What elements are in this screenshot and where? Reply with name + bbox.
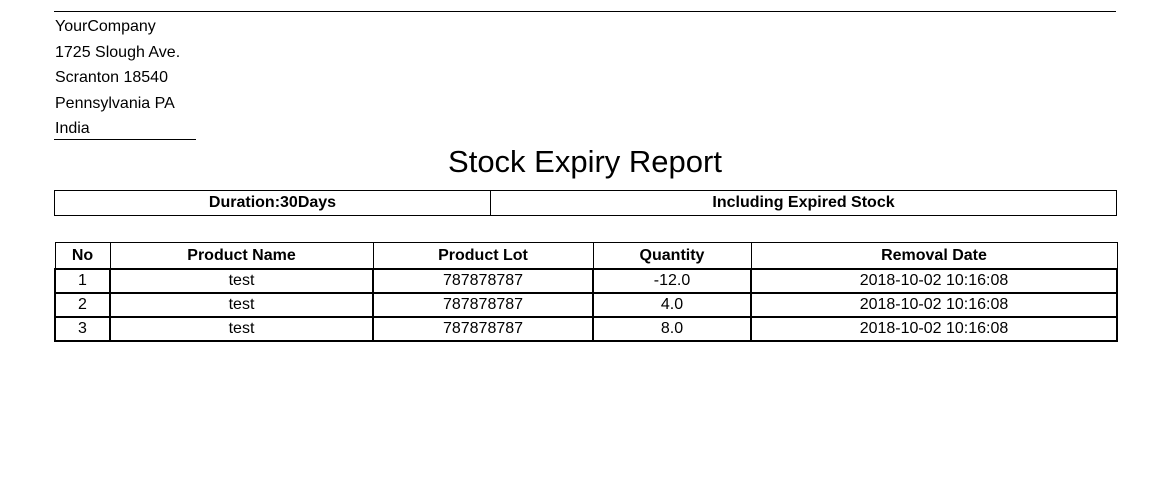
cell-quantity: -12.0 — [592, 268, 752, 294]
cell-quantity: 4.0 — [592, 292, 752, 318]
cell-no: 1 — [54, 268, 111, 294]
company-street: 1725 Slough Ave. — [55, 43, 181, 61]
table-row: 1 test 787878787 -12.0 2018-10-02 10:16:… — [54, 268, 1118, 294]
column-header-product-name: Product Name — [109, 242, 374, 270]
report-filters-row: Duration:30Days Including Expired Stock — [54, 190, 1117, 216]
company-city-zip: Scranton 18540 — [55, 69, 168, 86]
column-header-no: No — [54, 242, 111, 270]
table-header-row: No Product Name Product Lot Quantity Rem… — [54, 242, 1118, 270]
cell-product-lot: 787878787 — [372, 268, 594, 294]
cell-removal-date: 2018-10-02 10:16:08 — [750, 268, 1118, 294]
cell-product-name: test — [109, 268, 374, 294]
company-address: YourCompany 1725 Slough Ave. Scranton 18… — [55, 14, 180, 142]
table-row: 2 test 787878787 4.0 2018-10-02 10:16:08 — [54, 292, 1118, 318]
cell-no: 3 — [54, 316, 111, 342]
stock-table: No Product Name Product Lot Quantity Rem… — [54, 242, 1118, 342]
cell-product-lot: 787878787 — [372, 292, 594, 318]
cell-quantity: 8.0 — [592, 316, 752, 342]
cell-no: 2 — [54, 292, 111, 318]
cell-product-name: test — [109, 316, 374, 342]
cell-removal-date: 2018-10-02 10:16:08 — [750, 292, 1118, 318]
column-header-product-lot: Product Lot — [372, 242, 594, 270]
report-filters-table: Duration:30Days Including Expired Stock — [54, 190, 1117, 216]
cell-product-name: test — [109, 292, 374, 318]
duration-cell: Duration:30Days — [54, 190, 491, 216]
cell-removal-date: 2018-10-02 10:16:08 — [750, 316, 1118, 342]
company-name: YourCompany — [55, 18, 156, 35]
column-header-removal-date: Removal Date — [750, 242, 1118, 270]
company-state: Pennsylvania PA — [55, 94, 175, 112]
filter-cell: Including Expired Stock — [490, 190, 1117, 216]
address-rule — [54, 139, 196, 140]
report-title: Stock Expiry Report — [448, 144, 722, 179]
table-row: 3 test 787878787 8.0 2018-10-02 10:16:08 — [54, 316, 1118, 342]
company-country: India — [55, 120, 90, 137]
header-rule — [54, 11, 1116, 12]
column-header-quantity: Quantity — [592, 242, 752, 270]
cell-product-lot: 787878787 — [372, 316, 594, 342]
